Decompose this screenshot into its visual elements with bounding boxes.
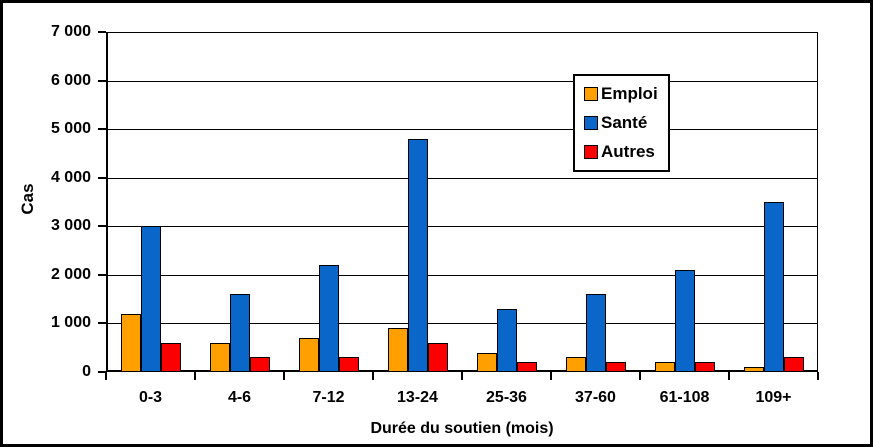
gridline-4000 — [106, 178, 818, 179]
gridline-6000 — [106, 81, 818, 82]
gridline-2000 — [106, 275, 818, 276]
y-tick-mark — [98, 128, 106, 130]
x-category-label: 7-12 — [312, 389, 345, 406]
x-category-label: 0-3 — [138, 389, 163, 406]
x-tick-mark — [461, 372, 463, 380]
x-tick-mark — [728, 372, 730, 380]
y-tick-label: 3 000 — [50, 217, 91, 234]
bar-santé-61-108 — [675, 270, 695, 372]
x-tick-mark — [550, 372, 552, 380]
y-tick-label: 7 000 — [50, 23, 91, 40]
bar-emploi-109+ — [744, 367, 764, 372]
bar-autres-0-3 — [161, 343, 181, 372]
bar-santé-4-6 — [230, 294, 250, 372]
bar-autres-61-108 — [695, 362, 715, 372]
legend-label: Autres — [601, 142, 655, 161]
legend-swatch-emploi — [584, 87, 598, 101]
bar-emploi-7-12 — [299, 338, 319, 372]
legend-label: Santé — [601, 113, 648, 132]
legend-item-autres: Autres — [584, 142, 658, 162]
x-tick-mark — [639, 372, 641, 380]
x-category-label: 61-108 — [659, 389, 710, 406]
y-tick-label: 5 000 — [50, 120, 91, 137]
x-tick-mark — [817, 372, 819, 380]
bar-autres-37-60 — [606, 362, 626, 372]
legend-swatch-autres — [584, 145, 598, 159]
x-tick-mark — [283, 372, 285, 380]
x-category-label: 13-24 — [397, 389, 438, 406]
gridline-5000 — [106, 129, 818, 130]
plot-area — [106, 32, 818, 372]
y-tick-label: 1 000 — [50, 314, 91, 331]
bar-santé-7-12 — [319, 265, 339, 372]
y-tick-label: 2 000 — [50, 266, 91, 283]
x-category-label: 4-6 — [227, 389, 252, 406]
y-tick-mark — [98, 322, 106, 324]
bar-emploi-0-3 — [121, 314, 141, 372]
legend-item-emploi: Emploi — [584, 84, 658, 104]
bar-autres-25-36 — [517, 362, 537, 372]
bar-emploi-37-60 — [566, 357, 586, 372]
bar-autres-109+ — [784, 357, 804, 372]
legend-swatch-santé — [584, 116, 598, 130]
x-category-label: 25-36 — [486, 389, 527, 406]
y-tick-mark — [98, 225, 106, 227]
y-tick-label: 6 000 — [50, 72, 91, 89]
x-axis-title: Durée du soutien (mois) — [370, 420, 554, 437]
bar-emploi-13-24 — [388, 328, 408, 372]
x-category-label: 109+ — [755, 389, 792, 406]
y-tick-label: 0 — [82, 363, 91, 380]
bar-santé-37-60 — [586, 294, 606, 372]
bar-santé-25-36 — [497, 309, 517, 372]
bar-emploi-61-108 — [655, 362, 675, 372]
x-category-label: 37-60 — [575, 389, 616, 406]
bar-santé-109+ — [764, 202, 784, 372]
y-tick-mark — [98, 177, 106, 179]
bar-santé-13-24 — [408, 139, 428, 372]
legend-label: Emploi — [601, 84, 658, 103]
y-tick-mark — [98, 274, 106, 276]
x-tick-mark — [194, 372, 196, 380]
bar-autres-7-12 — [339, 357, 359, 372]
y-tick-mark — [98, 31, 106, 33]
y-tick-mark — [98, 371, 106, 373]
gridline-3000 — [106, 226, 818, 227]
bar-autres-4-6 — [250, 357, 270, 372]
x-tick-mark — [372, 372, 374, 380]
bar-autres-13-24 — [428, 343, 448, 372]
y-tick-label: 4 000 — [50, 169, 91, 186]
legend-item-santé: Santé — [584, 113, 658, 133]
y-tick-mark — [98, 80, 106, 82]
x-tick-mark — [105, 372, 107, 380]
bar-emploi-4-6 — [210, 343, 230, 372]
bar-emploi-25-36 — [477, 353, 497, 372]
legend: Emploi Santé Autres — [573, 74, 670, 172]
bar-santé-0-3 — [141, 226, 161, 372]
gridline-1000 — [106, 323, 818, 324]
